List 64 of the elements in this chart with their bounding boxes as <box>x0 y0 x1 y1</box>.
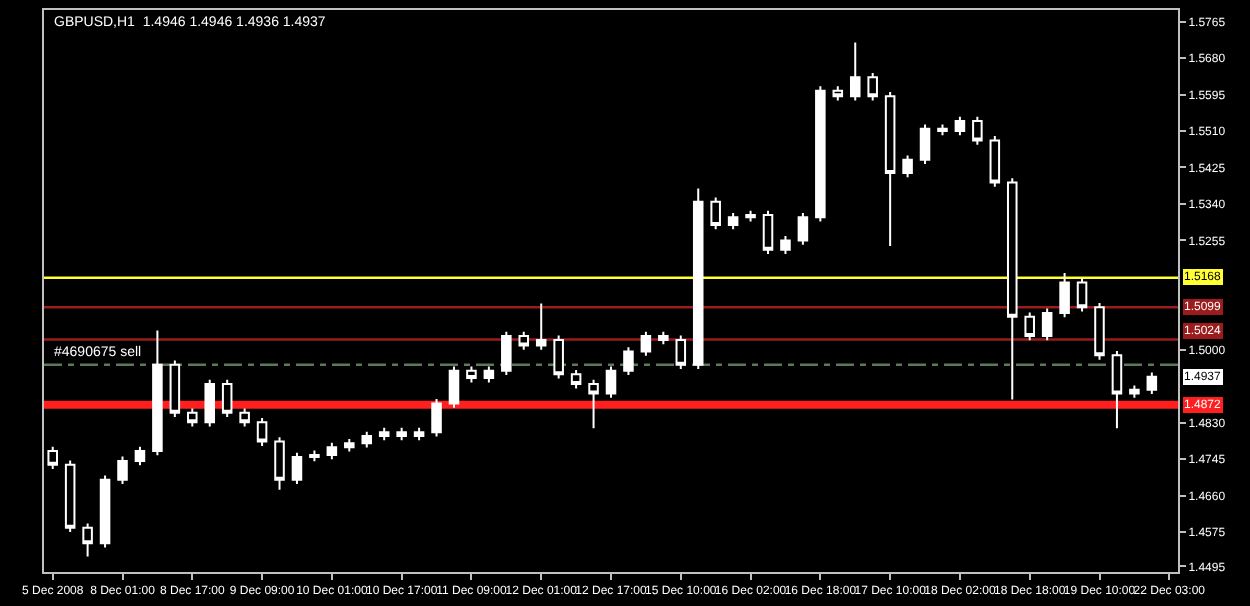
candlestick <box>972 115 983 146</box>
candlestick <box>570 368 582 390</box>
candlestick <box>902 154 913 179</box>
candlestick <box>204 378 216 428</box>
candlestick <box>413 426 425 442</box>
candlestick <box>187 407 198 428</box>
candlestick <box>152 329 163 457</box>
candlestick <box>501 330 512 377</box>
candlestick <box>553 334 564 380</box>
candlestick <box>291 451 303 486</box>
candlestick <box>919 123 931 166</box>
candlestick <box>623 346 634 377</box>
candlestick <box>937 123 948 137</box>
candlestick <box>1059 271 1070 319</box>
candlestick <box>1076 277 1088 313</box>
candlestick <box>884 90 896 247</box>
candlestick <box>780 235 791 256</box>
candlestick <box>867 72 878 102</box>
candlestick <box>1006 177 1018 401</box>
candlestick <box>745 209 756 223</box>
candlestick <box>361 430 373 449</box>
candlestick <box>256 416 268 447</box>
candlestick <box>309 449 320 463</box>
candlestick <box>466 365 477 384</box>
candlestick <box>117 455 128 486</box>
candlestick <box>431 398 442 438</box>
candlestick <box>588 378 599 430</box>
candlestick <box>134 445 146 467</box>
candlestick <box>1094 302 1105 361</box>
candlestick <box>1111 350 1123 430</box>
candlestick <box>396 426 407 442</box>
candlestick <box>797 211 809 246</box>
candlestick <box>326 441 338 461</box>
candlestick <box>815 85 826 223</box>
candlestick <box>640 330 652 357</box>
candlestick <box>518 330 530 351</box>
candlestick <box>221 378 233 419</box>
candlestick <box>954 115 966 137</box>
candlestick <box>605 365 617 399</box>
candlestick <box>99 474 111 549</box>
candlestick <box>849 41 861 102</box>
candlestick <box>710 196 721 231</box>
candlestick <box>535 302 547 351</box>
candlestick <box>1129 384 1140 399</box>
candlestick <box>1024 311 1035 342</box>
candlestick <box>344 438 355 453</box>
candlestick <box>658 330 669 346</box>
candlestick <box>169 359 181 419</box>
candlestick <box>378 426 390 442</box>
candlestick <box>239 407 250 428</box>
candlestick <box>762 209 774 256</box>
candlestick <box>832 85 844 102</box>
candlestick <box>1041 307 1053 342</box>
candlestick <box>692 187 704 371</box>
candlestick <box>1146 371 1158 395</box>
candlestick <box>483 365 495 384</box>
candlestick <box>47 445 58 471</box>
candlestick <box>82 522 93 558</box>
candlestick <box>274 436 285 491</box>
candlestick <box>448 365 460 409</box>
candlestick <box>675 334 687 371</box>
candlestick <box>727 211 739 231</box>
candlestick <box>64 459 76 534</box>
candlestick <box>989 135 1001 188</box>
